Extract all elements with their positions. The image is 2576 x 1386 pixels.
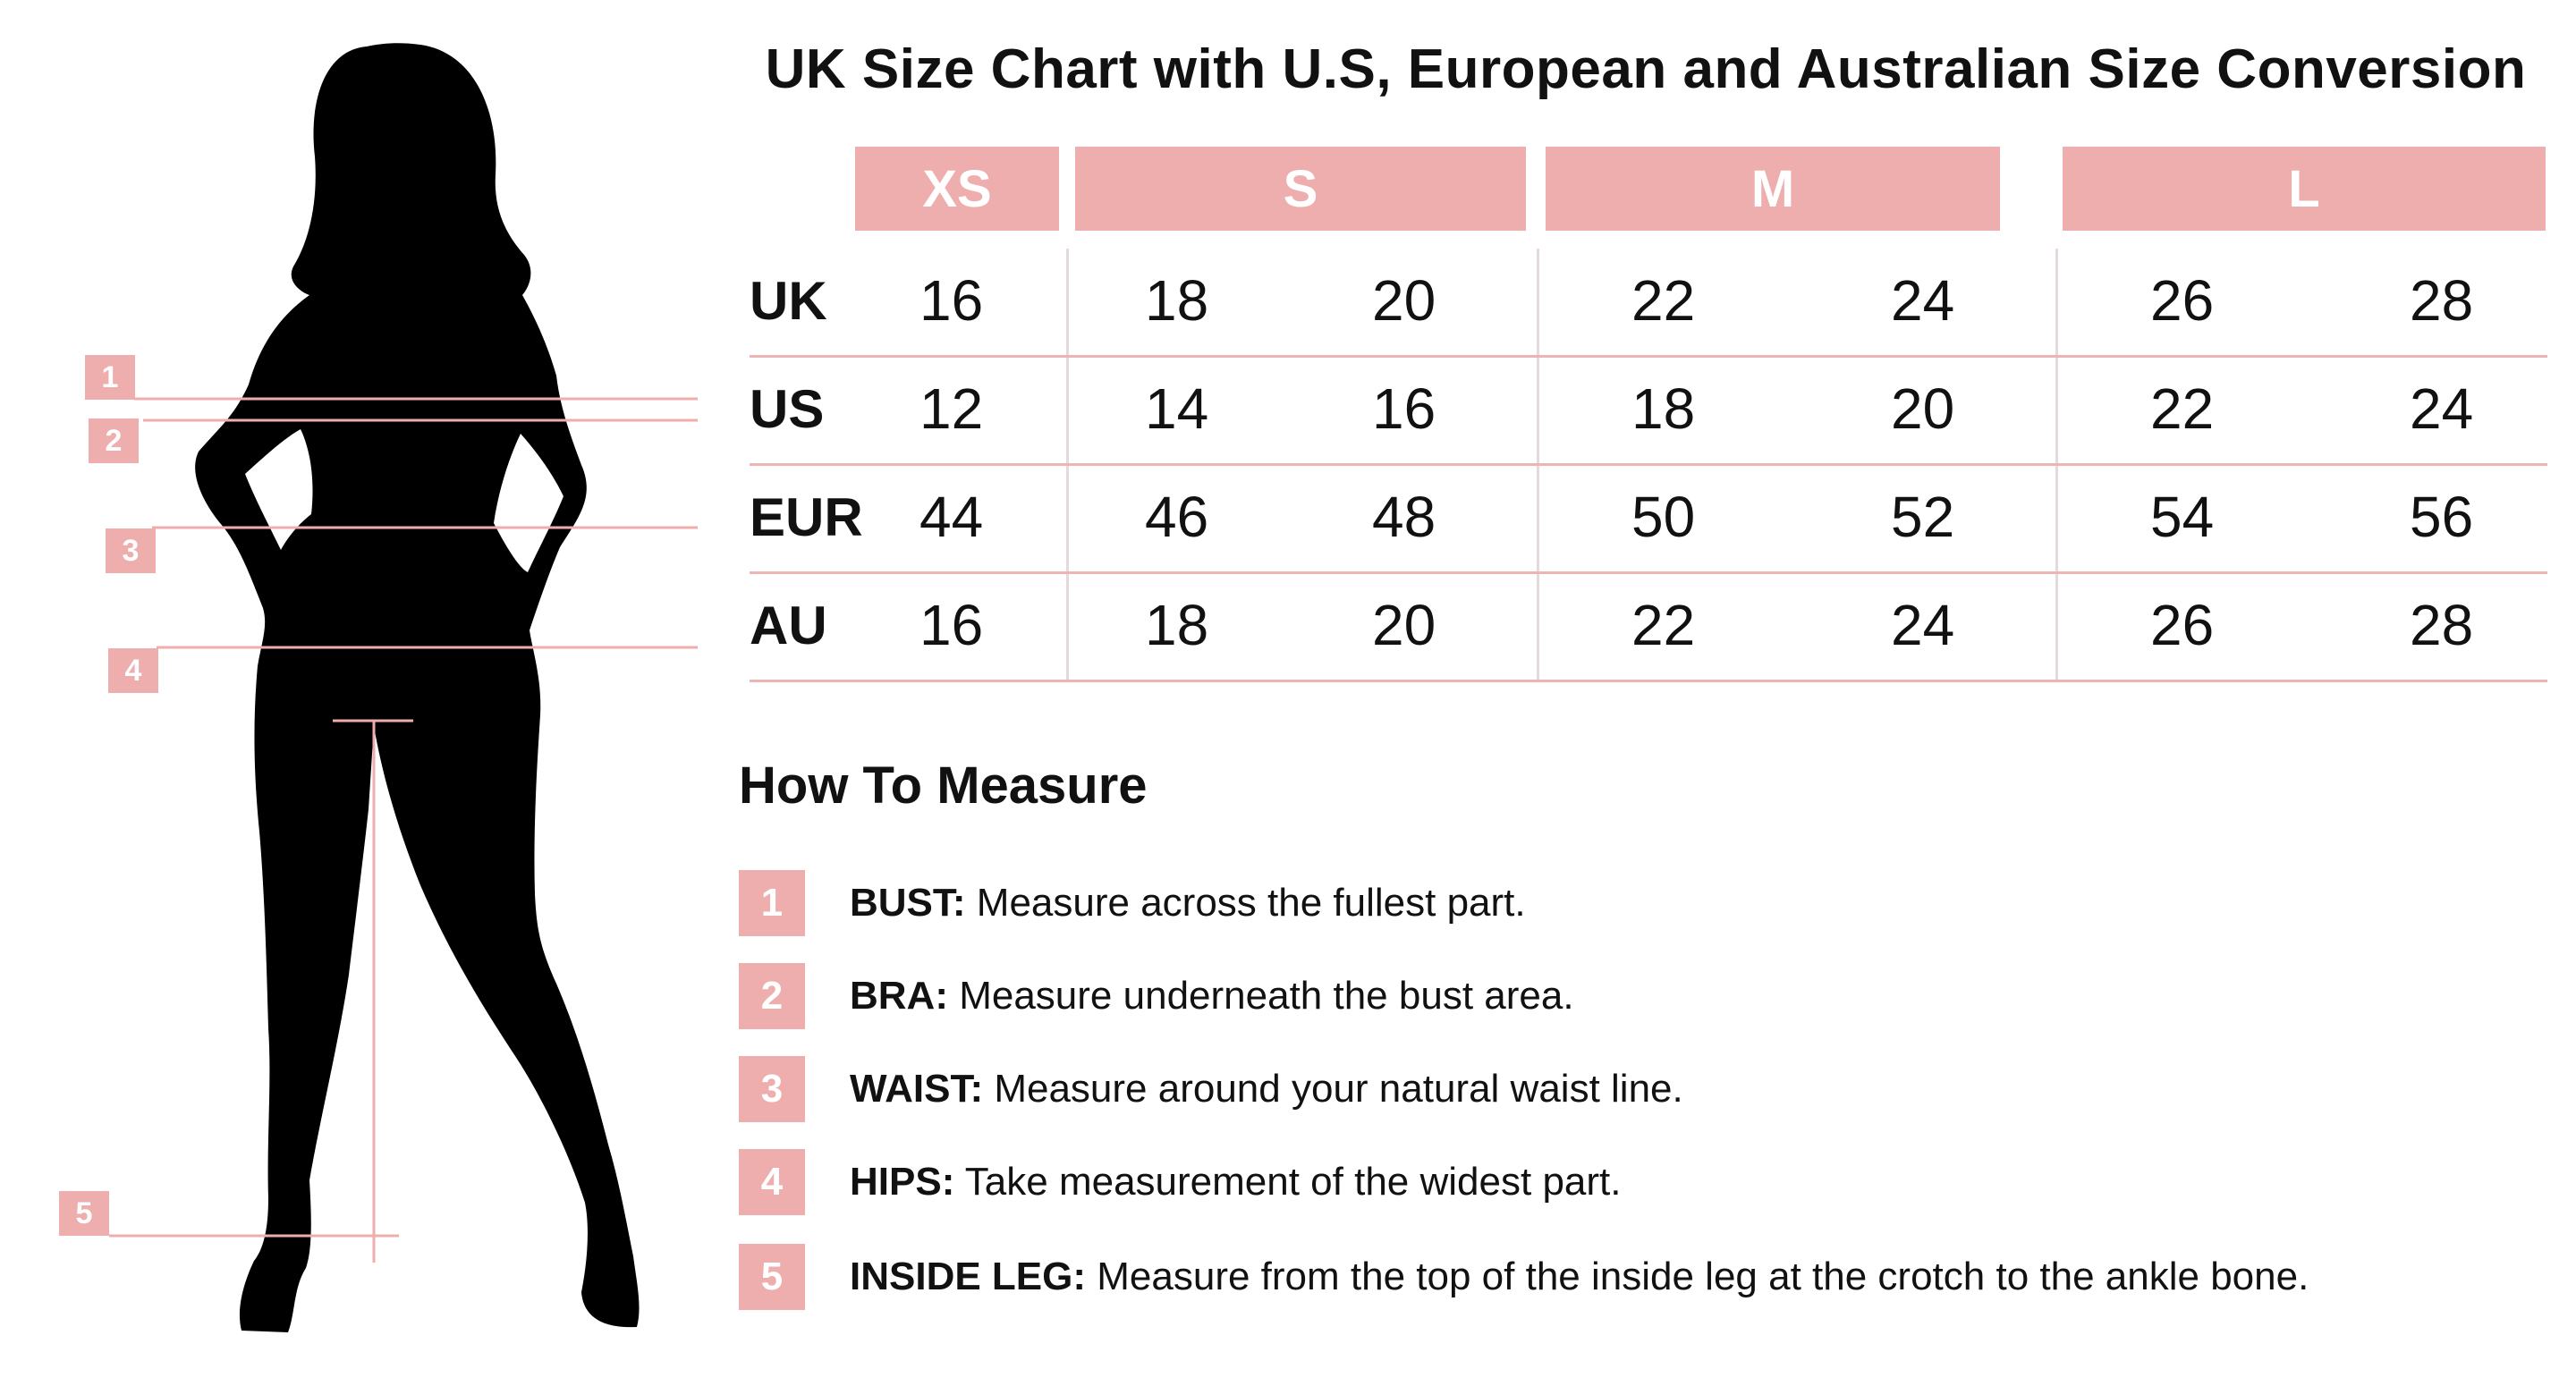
table-cell: 22	[1631, 268, 1696, 333]
figure-marker-4: 4	[108, 648, 158, 693]
row-label-au: AU	[750, 596, 827, 655]
woman-silhouette	[195, 43, 640, 1333]
table-cell: 22	[2150, 376, 2215, 441]
table-cell: 20	[1372, 268, 1436, 333]
instruction-number: 2	[739, 963, 805, 1029]
table-cell: 24	[2410, 376, 2474, 441]
instruction-text: BUST: Measure across the fullest part.	[850, 881, 1526, 925]
table-cell: 50	[1631, 485, 1696, 549]
table-cell: 46	[1145, 485, 1209, 549]
size-header-l: L	[2063, 147, 2546, 231]
instruction-detail: Measure across the fullest part.	[965, 881, 1526, 925]
instruction-text: HIPS: Take measurement of the widest par…	[850, 1160, 1621, 1204]
table-cell: 56	[2410, 485, 2474, 549]
instruction-hips: 4 HIPS: Take measurement of the widest p…	[739, 1148, 2546, 1216]
instruction-label: HIPS:	[850, 1160, 955, 1204]
table-cell: 18	[1631, 376, 1696, 441]
size-header-s: S	[1075, 147, 1526, 231]
row-label-us: US	[750, 379, 825, 439]
figure-marker-2: 2	[89, 418, 139, 463]
figure-marker-5: 5	[59, 1191, 109, 1236]
instruction-number: 4	[739, 1149, 805, 1215]
row-label-uk: UK	[750, 271, 827, 331]
measurement-lines	[109, 397, 698, 1263]
table-cell: 12	[919, 376, 984, 441]
instruction-detail: Measure around your natural waist line.	[983, 1067, 1683, 1111]
table-cell: 20	[1891, 376, 1955, 441]
instruction-detail: Take measurement of the widest part.	[954, 1160, 1622, 1204]
instruction-number: 5	[739, 1244, 805, 1310]
size-header-xs: XS	[855, 147, 1059, 231]
instruction-label: BRA:	[850, 974, 948, 1018]
instruction-detail: Measure underneath the bust area.	[947, 974, 1574, 1018]
table-row-uk: UK 16 18 20 22 24 26 28	[750, 247, 2547, 358]
instruction-inside-leg: 5 INSIDE LEG: Measure from the top of th…	[739, 1243, 2546, 1311]
instruction-label: INSIDE LEG:	[850, 1255, 1087, 1298]
size-conversion-table: XS S M L UK 16 18 20 22 24 26 28 US 12 1…	[750, 147, 2556, 682]
table-cell: 54	[2150, 485, 2215, 549]
table-row-eur: EUR 44 46 48 50 52 54 56	[750, 463, 2547, 574]
table-cell: 18	[1145, 268, 1209, 333]
table-cell: 24	[1891, 268, 1955, 333]
table-cell: 20	[1372, 593, 1436, 657]
instruction-number: 1	[739, 870, 805, 936]
table-cell: 26	[2150, 268, 2215, 333]
table-cell: 44	[919, 485, 984, 549]
table-cell: 18	[1145, 593, 1209, 657]
table-cell: 28	[2410, 593, 2474, 657]
table-row-us: US 12 14 16 18 20 22 24	[750, 355, 2547, 466]
table-cell: 16	[919, 593, 984, 657]
table-row-au: AU 16 18 20 22 24 26 28	[750, 571, 2547, 682]
table-cell: 16	[919, 268, 984, 333]
table-cell: 52	[1891, 485, 1955, 549]
instruction-detail: Measure from the top of the inside leg a…	[1086, 1255, 2309, 1298]
table-cell: 24	[1891, 593, 1955, 657]
chart-title: UK Size Chart with U.S, European and Aus…	[765, 38, 2527, 100]
instruction-text: INSIDE LEG: Measure from the top of the …	[850, 1255, 2309, 1299]
table-cell: 48	[1372, 485, 1436, 549]
instruction-bust: 1 BUST: Measure across the fullest part.	[739, 869, 2546, 937]
table-cell: 16	[1372, 376, 1436, 441]
figure-marker-1: 1	[85, 355, 135, 400]
table-cell: 26	[2150, 593, 2215, 657]
instruction-waist: 3 WAIST: Measure around your natural wai…	[739, 1055, 2546, 1123]
instruction-bra: 2 BRA: Measure underneath the bust area.	[739, 962, 2546, 1030]
table-cell: 22	[1631, 593, 1696, 657]
instruction-label: BUST:	[850, 881, 966, 925]
row-label-eur: EUR	[750, 487, 863, 547]
how-to-measure-title: How To Measure	[739, 756, 1148, 815]
instruction-label: WAIST:	[850, 1067, 984, 1111]
table-cell: 28	[2410, 268, 2474, 333]
instruction-text: BRA: Measure underneath the bust area.	[850, 974, 1574, 1018]
instruction-text: WAIST: Measure around your natural waist…	[850, 1067, 1683, 1111]
instruction-number: 3	[739, 1056, 805, 1122]
table-cell: 14	[1145, 376, 1209, 441]
size-header-m: M	[1546, 147, 2000, 231]
figure-marker-3: 3	[106, 528, 156, 573]
measurement-figure	[109, 43, 698, 1333]
